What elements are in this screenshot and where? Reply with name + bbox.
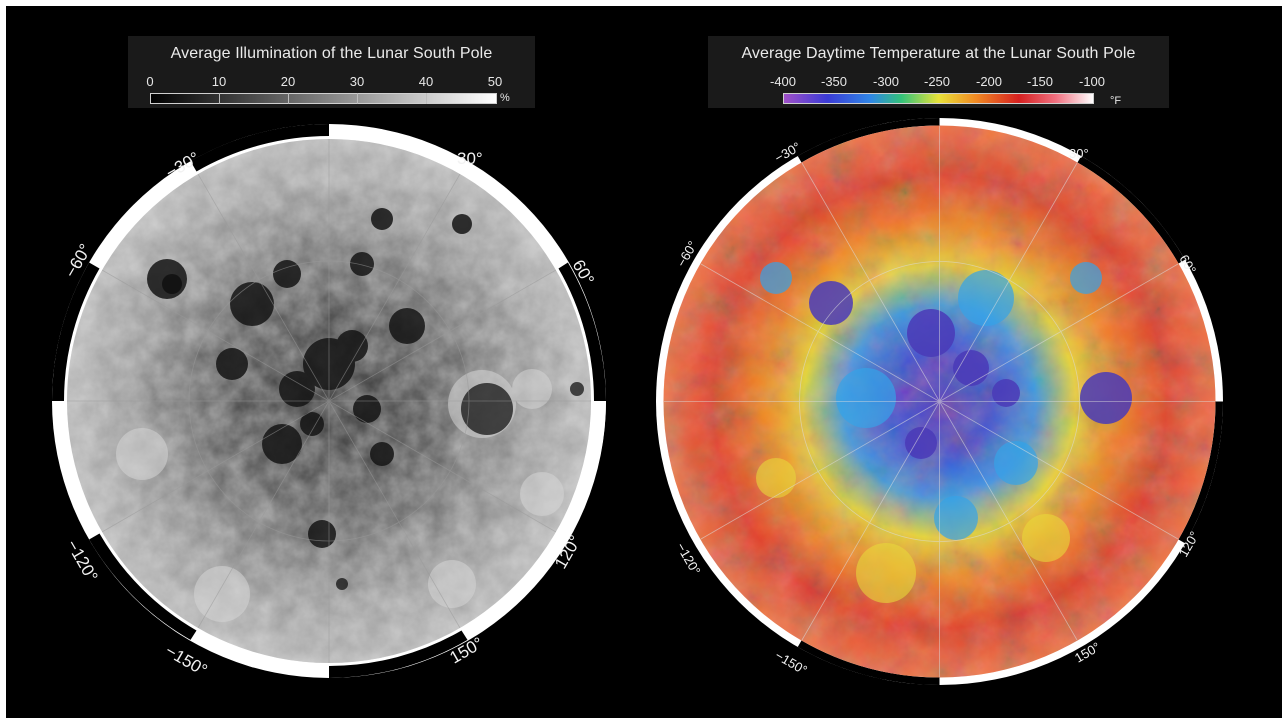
illumination-map: 30° 60° 120° 150° −150° −120° −60° −30°	[52, 124, 606, 678]
temperature-map-title: Average Daytime Temperature at the Lunar…	[741, 45, 1136, 62]
longitude-label: 30°	[1069, 146, 1089, 161]
temperature-colorbar	[783, 93, 1094, 104]
ring-segments	[52, 124, 606, 678]
graticule	[664, 126, 1215, 677]
longitude-label: −150°	[773, 648, 810, 678]
illumination-unit-label: %	[500, 92, 510, 104]
illumination-tick-label: 0	[146, 74, 154, 89]
illumination-panel: Average Illumination of the Lunar South …	[6, 6, 626, 718]
temperature-tick-label: -250	[923, 74, 951, 89]
temperature-tick-label: -300	[872, 74, 900, 89]
temperature-tick-label: -150	[1026, 74, 1054, 89]
colorbar-tick	[357, 93, 358, 104]
illumination-map-title: Average Illumination of the Lunar South …	[170, 45, 493, 62]
temperature-map-svg: 30° 60° 120° 150° −150° −120° −60° −30°	[656, 118, 1223, 685]
colorbar-tick	[426, 93, 427, 104]
temperature-panel: Average Daytime Temperature at the Lunar…	[626, 6, 1246, 718]
illumination-tick-label: 40	[418, 74, 434, 89]
temperature-unit-label: °F	[1110, 95, 1122, 107]
temperature-tick-label: -350	[820, 74, 848, 89]
longitude-label: 30°	[457, 149, 483, 168]
temperature-legend: Average Daytime Temperature at the Lunar…	[708, 36, 1169, 108]
temperature-map: 30° 60° 120° 150° −150° −120° −60° −30°	[656, 118, 1223, 685]
temperature-tick-label: -200	[975, 74, 1003, 89]
illumination-map-svg: 30° 60° 120° 150° −150° −120° −60° −30°	[52, 124, 606, 678]
illumination-tick-label: 30	[349, 74, 365, 89]
illumination-tick-label: 10	[211, 74, 227, 89]
figure-frame: Average Illumination of the Lunar South …	[6, 6, 1282, 718]
illumination-colorbar	[150, 93, 497, 104]
illumination-tick-label: 50	[487, 74, 503, 89]
graticule	[67, 139, 591, 663]
illumination-legend: Average Illumination of the Lunar South …	[128, 36, 535, 108]
illumination-tick-label: 20	[280, 74, 296, 89]
temperature-tick-label: -400	[769, 74, 797, 89]
ring-segments	[797, 118, 1223, 685]
colorbar-tick	[288, 93, 289, 104]
temperature-tick-label: -100	[1078, 74, 1106, 89]
colorbar-tick	[219, 93, 220, 104]
